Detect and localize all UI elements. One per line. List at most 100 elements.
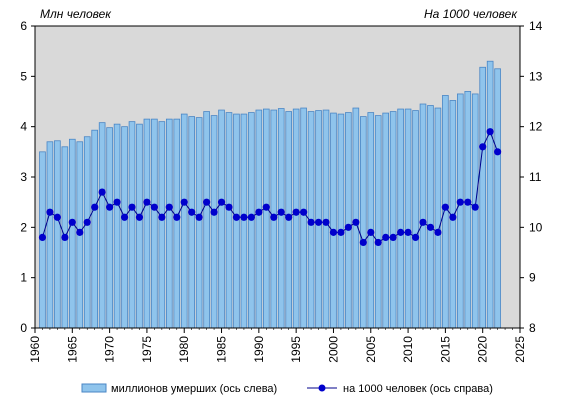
rate-point (449, 213, 457, 221)
bar (330, 112, 337, 329)
bar (240, 113, 248, 329)
rate-point (173, 213, 181, 221)
rate-point (232, 213, 241, 221)
bar (419, 103, 427, 329)
bar (121, 126, 128, 329)
bar (397, 108, 404, 329)
rate-point (83, 218, 91, 226)
bar (471, 93, 479, 329)
rate-point (38, 233, 47, 241)
bar (389, 111, 397, 329)
rate-point (188, 208, 196, 216)
rate-point (389, 233, 397, 241)
rate-point (120, 213, 129, 221)
line-layer (38, 128, 502, 247)
bar (46, 141, 54, 329)
x-tick-label: 1975 (140, 336, 154, 363)
bar (158, 121, 166, 329)
bar (486, 60, 494, 329)
rate-point (158, 213, 166, 221)
rate-point (471, 203, 479, 211)
bar (262, 108, 270, 329)
bar (352, 107, 360, 329)
right-unit-label: На 1000 человек (424, 7, 518, 21)
x-tick-label: 1960 (28, 336, 42, 363)
y-right-tick-label: 12 (529, 120, 543, 134)
rate-point (434, 228, 442, 236)
bar (54, 140, 61, 329)
y-right-tick-label: 11 (529, 170, 542, 184)
rate-point (277, 208, 285, 216)
x-tick-label: 2005 (364, 336, 378, 363)
rate-point (195, 213, 203, 221)
rate-point (135, 213, 144, 221)
rate-point (98, 188, 106, 196)
left-unit-label: Млн человек (40, 7, 112, 21)
legend-bar-swatch (81, 383, 107, 393)
rate-point (344, 223, 352, 231)
rate-point (76, 228, 84, 236)
y-right-tick-label: 9 (529, 271, 536, 285)
rate-point (143, 198, 151, 206)
rate-point (397, 228, 405, 236)
rate-point (240, 213, 248, 221)
y-left-tick-label: 0 (20, 321, 27, 335)
rate-point (300, 208, 308, 216)
rate-point (270, 213, 278, 221)
bar (233, 113, 240, 329)
rate-point (180, 198, 188, 206)
bar (434, 107, 442, 329)
rate-point (359, 238, 367, 247)
bar (98, 122, 106, 329)
rate-point (322, 218, 330, 226)
bar (479, 66, 486, 329)
y-right-tick-label: 13 (529, 69, 543, 83)
bar (412, 110, 419, 329)
bar (464, 91, 472, 329)
rate-point (128, 203, 136, 211)
rate-point (61, 233, 69, 241)
x-tick-label: 2015 (438, 336, 452, 363)
rate-point (292, 208, 300, 216)
axes-layer: 1960 1965 1970 1975 1980 1985 1990 1995 2000 2005… (20, 19, 542, 363)
x-tick-label: 2010 (401, 336, 415, 363)
bar (218, 109, 225, 329)
legend: миллионов умерших (ось слева) на 1000 че… (81, 383, 493, 395)
bar (367, 112, 375, 329)
bar (203, 111, 210, 329)
bar (442, 95, 449, 329)
y-left-tick-label: 3 (20, 170, 27, 184)
legend-bar-label: миллионов умерших (ось слева) (111, 383, 277, 395)
rate-point (247, 213, 255, 221)
y-right-tick-label: 10 (529, 220, 543, 234)
bar (255, 109, 263, 329)
bar (69, 138, 76, 329)
rate-point (46, 208, 54, 216)
bar (128, 121, 136, 329)
rate-point (217, 198, 226, 206)
rate-point (337, 228, 345, 236)
rate-point (374, 238, 382, 247)
rate-point (464, 198, 472, 206)
rate-point (404, 228, 412, 236)
bar (292, 108, 300, 329)
y-left-tick-label: 5 (20, 69, 27, 83)
bar (210, 115, 218, 329)
bar (359, 116, 367, 329)
rate-point (314, 218, 323, 226)
x-tick-label: 1970 (103, 336, 117, 363)
rate-point (367, 228, 375, 236)
bar (225, 112, 233, 329)
bar (143, 118, 151, 329)
rate-point (68, 218, 76, 226)
bar (277, 108, 285, 329)
rate-point (106, 203, 114, 211)
bar (165, 118, 173, 329)
rate-point (203, 198, 211, 206)
bar (427, 105, 434, 329)
y-left-tick-label: 6 (20, 19, 27, 33)
y-left-tick-label: 4 (20, 120, 27, 134)
rate-point (494, 148, 502, 156)
bar (337, 113, 345, 329)
